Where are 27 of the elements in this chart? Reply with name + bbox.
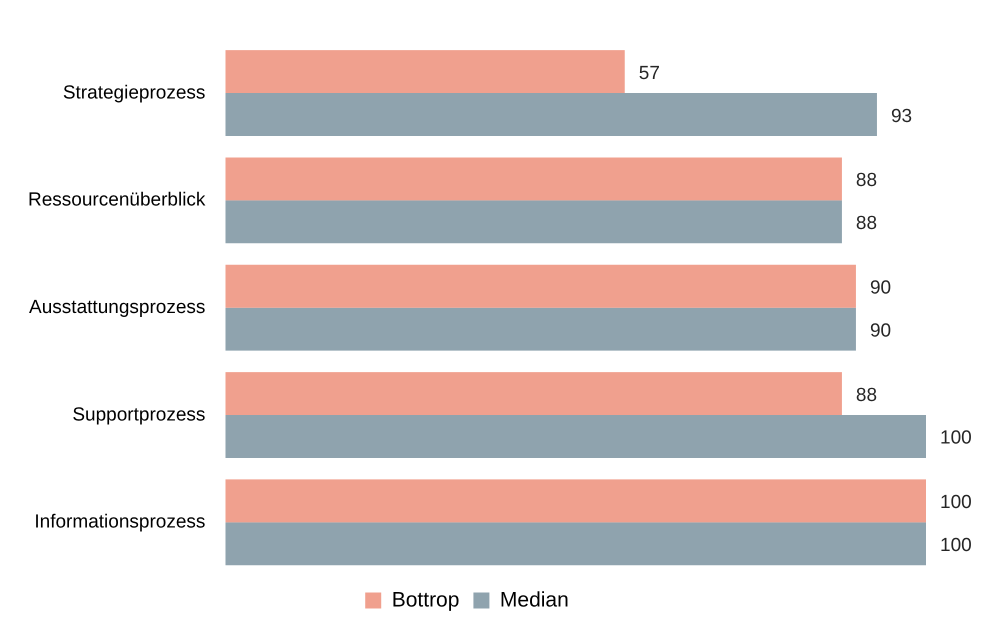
y-tick-label: Informationsprozess bbox=[34, 512, 206, 533]
bar bbox=[225, 308, 856, 351]
bar bbox=[225, 479, 926, 522]
data-label: 57 bbox=[638, 62, 660, 84]
bar bbox=[225, 93, 877, 136]
bar bbox=[225, 522, 926, 566]
data-label: 100 bbox=[940, 428, 972, 449]
bar bbox=[225, 264, 856, 308]
data-label: 93 bbox=[890, 106, 912, 127]
data-label: 100 bbox=[940, 492, 972, 514]
bar bbox=[225, 157, 842, 200]
y-tick-label: Strategieprozess bbox=[62, 82, 206, 104]
data-label: 100 bbox=[940, 535, 972, 556]
bar bbox=[225, 50, 625, 94]
legend-label: Median bbox=[500, 588, 569, 612]
bar bbox=[225, 200, 842, 244]
data-label: 90 bbox=[870, 277, 892, 298]
bar bbox=[225, 415, 926, 458]
data-label: 90 bbox=[870, 320, 892, 342]
data-label: 88 bbox=[856, 213, 878, 234]
legend-label: Bottrop bbox=[392, 588, 460, 612]
bar bbox=[225, 372, 842, 416]
data-label: 88 bbox=[856, 170, 878, 192]
y-tick-label: Supportprozess bbox=[72, 404, 206, 426]
data-label: 88 bbox=[856, 384, 878, 406]
y-tick-label: Ausstattungsprozess bbox=[29, 296, 206, 318]
y-tick-label: Ressourcenüberblick bbox=[28, 190, 206, 211]
